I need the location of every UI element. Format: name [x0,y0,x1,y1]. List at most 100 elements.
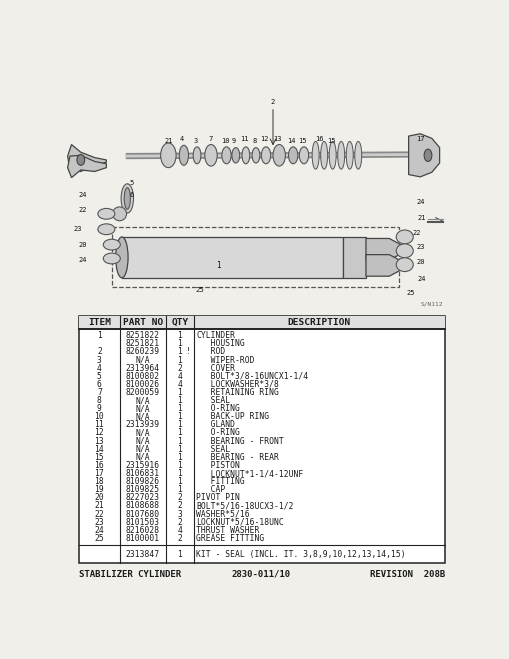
Text: 1: 1 [177,445,182,453]
Text: 4: 4 [177,380,182,389]
Bar [79,316,444,563]
Text: O-RING: O-RING [196,404,240,413]
Text: 8101503: 8101503 [126,518,159,527]
Text: REVISION  208B: REVISION 208B [369,569,444,579]
Text: PART NO: PART NO [123,318,162,328]
Text: 11: 11 [240,136,248,142]
Text: 23: 23 [415,244,423,250]
Text: 24: 24 [79,192,87,198]
Text: 6: 6 [130,192,134,198]
Text: 2315916: 2315916 [126,461,159,470]
Ellipse shape [160,143,176,167]
Text: 9: 9 [97,404,102,413]
Text: !: ! [186,347,190,357]
Text: 11: 11 [94,420,104,430]
Text: ITEM: ITEM [88,318,110,328]
Text: 1: 1 [177,420,182,430]
Text: 2: 2 [177,501,182,511]
Text: 8216028: 8216028 [126,526,159,534]
Text: 24: 24 [94,526,104,534]
Text: 24: 24 [415,199,423,206]
Text: 22: 22 [79,207,87,213]
Text: 3: 3 [97,355,102,364]
Text: 8106831: 8106831 [126,469,159,478]
Text: 1: 1 [97,331,102,340]
Text: N/A: N/A [135,428,150,438]
Text: DESCRIPTION: DESCRIPTION [287,318,350,328]
Text: BACK-UP RING: BACK-UP RING [196,413,269,421]
Text: RETAINING RING: RETAINING RING [196,388,278,397]
Text: 1: 1 [177,355,182,364]
Ellipse shape [312,142,319,169]
Text: GLAND: GLAND [196,420,235,430]
Text: QTY: QTY [171,318,188,328]
Text: LOCKNUT*1-1/4-12UNF: LOCKNUT*1-1/4-12UNF [196,469,303,478]
Text: 2: 2 [177,518,182,527]
Text: 1: 1 [177,396,182,405]
Text: SEAL: SEAL [196,445,230,453]
Ellipse shape [337,142,344,169]
Text: 8: 8 [97,396,102,405]
Text: N/A: N/A [135,413,150,421]
Ellipse shape [103,253,120,264]
Bar [122,237,342,277]
Text: 21: 21 [164,138,172,144]
Ellipse shape [221,147,231,164]
Text: 17: 17 [94,469,104,478]
Ellipse shape [98,208,115,219]
Text: BOLT*3/8-16UNCX1-1/4: BOLT*3/8-16UNCX1-1/4 [196,372,308,381]
Text: 1: 1 [177,436,182,445]
Polygon shape [365,254,400,276]
Text: N/A: N/A [135,355,150,364]
Text: 16: 16 [94,461,104,470]
Text: 16: 16 [315,136,323,142]
Text: 14: 14 [94,445,104,453]
Text: BEARING - FRONT: BEARING - FRONT [196,436,284,445]
Text: BEARING - REAR: BEARING - REAR [196,453,278,462]
Text: 25: 25 [406,290,414,296]
Text: 5: 5 [130,180,134,186]
Text: 22: 22 [411,230,420,236]
Ellipse shape [179,145,188,165]
Ellipse shape [272,144,285,166]
Text: 1: 1 [177,461,182,470]
Text: WIPER-ROD: WIPER-ROD [196,355,254,364]
Text: 8: 8 [252,138,256,144]
Text: 1: 1 [177,413,182,421]
Bar [111,227,398,287]
Text: 4: 4 [179,136,183,142]
Text: 4: 4 [97,364,102,372]
Text: N/A: N/A [135,396,150,405]
Text: THRUST WASHER: THRUST WASHER [196,526,259,534]
Text: ROD: ROD [196,347,225,357]
Ellipse shape [299,147,308,164]
Ellipse shape [320,142,327,169]
Ellipse shape [395,258,412,272]
Text: 17: 17 [415,136,423,142]
Ellipse shape [193,147,201,164]
Text: 8109825: 8109825 [126,485,159,494]
Text: 8200059: 8200059 [126,388,159,397]
Text: 9: 9 [232,138,236,144]
Text: 8251821: 8251821 [126,339,159,349]
Text: 8100026: 8100026 [126,380,159,389]
Text: FITTING: FITTING [196,477,244,486]
Text: KIT - SEAL (INCL. IT. 3,8,9,10,12,13,14,15): KIT - SEAL (INCL. IT. 3,8,9,10,12,13,14,… [196,550,405,559]
Polygon shape [68,144,106,171]
Text: 2313939: 2313939 [126,420,159,430]
Text: CYLINDER: CYLINDER [196,331,235,340]
Text: 24: 24 [79,257,87,263]
Text: 8108688: 8108688 [126,501,159,511]
Ellipse shape [288,147,297,164]
Text: 7: 7 [97,388,102,397]
Text: 24: 24 [417,276,425,282]
Text: WASHER*5/16: WASHER*5/16 [196,509,249,519]
Text: 8109826: 8109826 [126,477,159,486]
Text: 8251822: 8251822 [126,331,159,340]
Polygon shape [365,239,400,260]
Ellipse shape [103,239,120,250]
Text: 23: 23 [73,226,82,232]
Text: 1: 1 [177,388,182,397]
Text: 2: 2 [177,494,182,502]
Text: 8260239: 8260239 [126,347,159,357]
